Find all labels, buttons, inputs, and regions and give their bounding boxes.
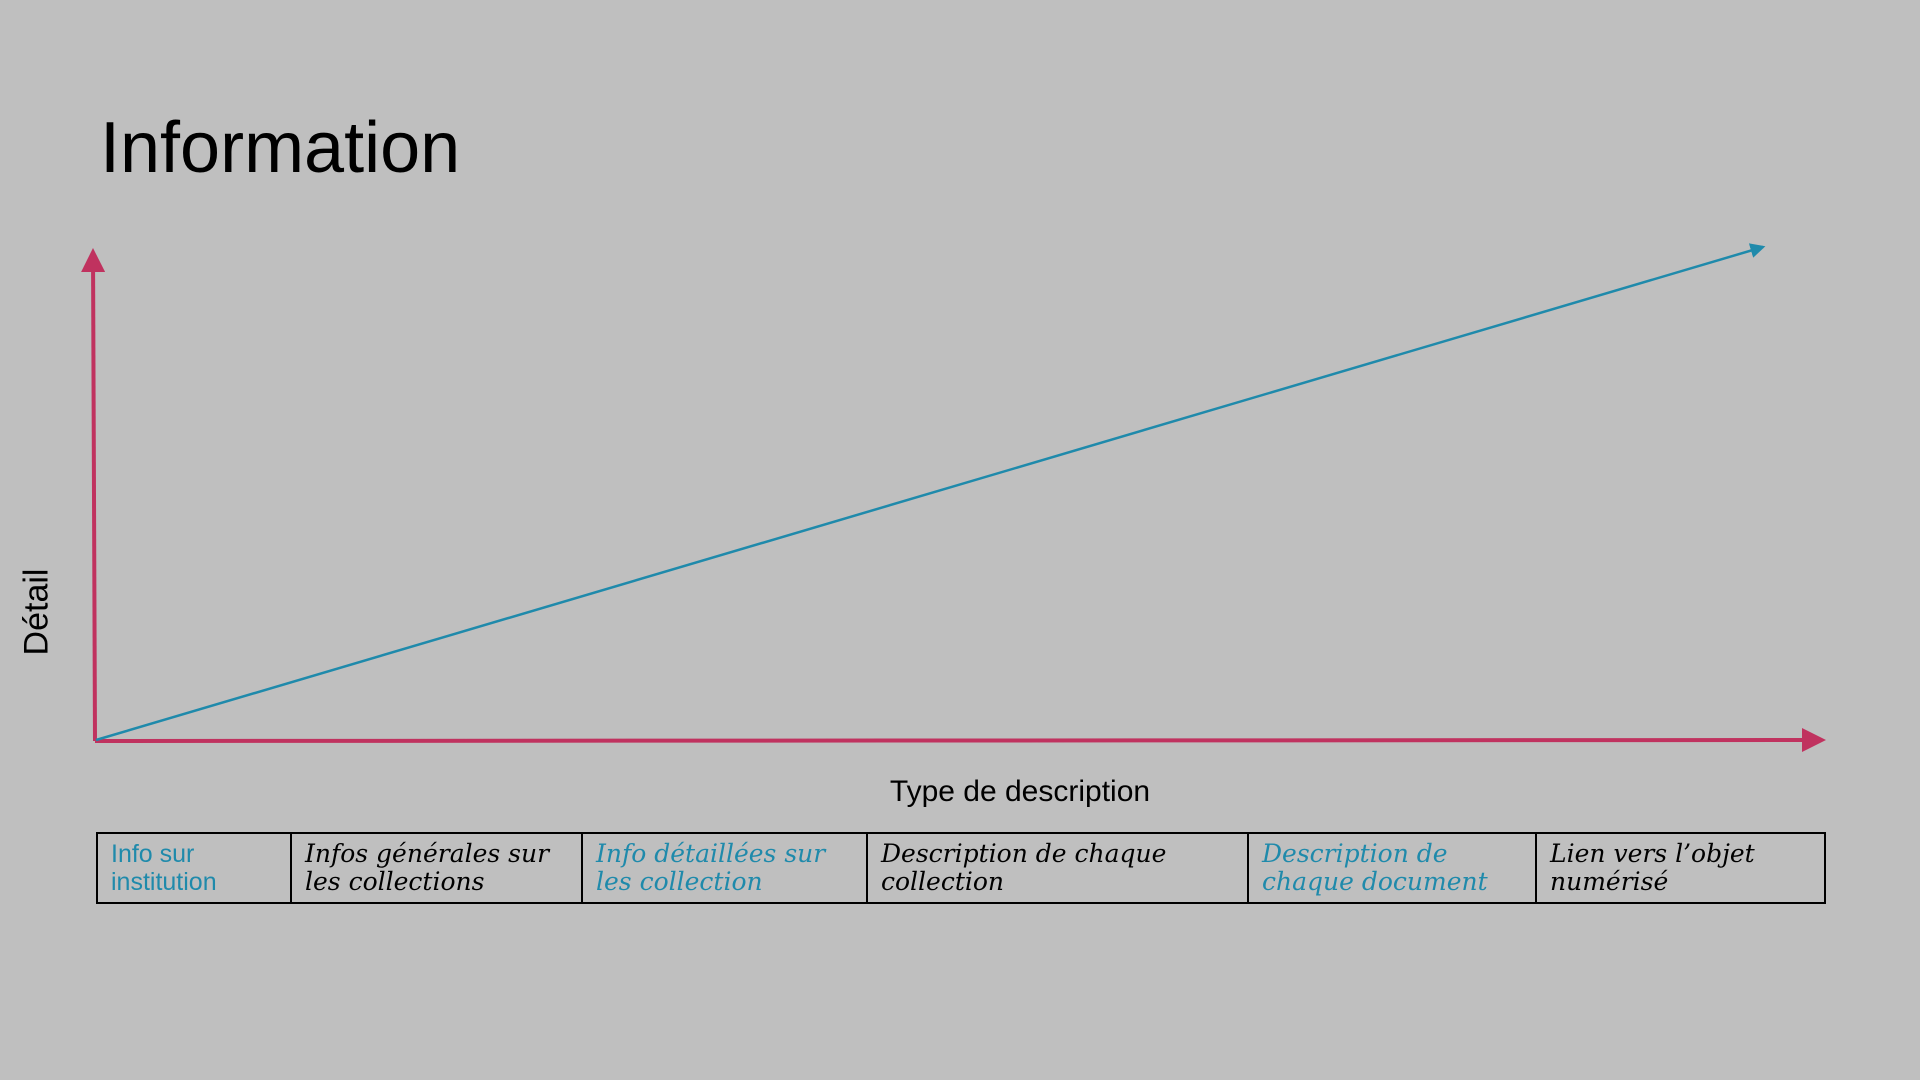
x-axis-label: Type de description <box>889 775 1151 808</box>
table-row: Info sur institution Infos générales sur… <box>96 832 1826 904</box>
description-type-table: Info sur institution Infos générales sur… <box>96 832 1826 904</box>
slide-title: Information <box>100 108 461 188</box>
y-axis-label: Détail <box>17 568 56 656</box>
category-cell-digital-object-link: Lien vers l’objet numérisé <box>1535 832 1826 904</box>
y-axis <box>81 248 106 742</box>
category-cell-each-document: Description de chaque document <box>1247 832 1537 904</box>
category-cell-institution: Info sur institution <box>96 832 292 904</box>
category-cell-each-collection: Description de chaque collection <box>866 832 1249 904</box>
x-axis <box>94 728 1826 753</box>
category-cell-general-collections: Infos générales sur les collections <box>290 832 583 904</box>
category-cell-detailed-collection: Info détaillées sur les collection <box>581 832 868 904</box>
trend-line <box>95 243 1766 742</box>
